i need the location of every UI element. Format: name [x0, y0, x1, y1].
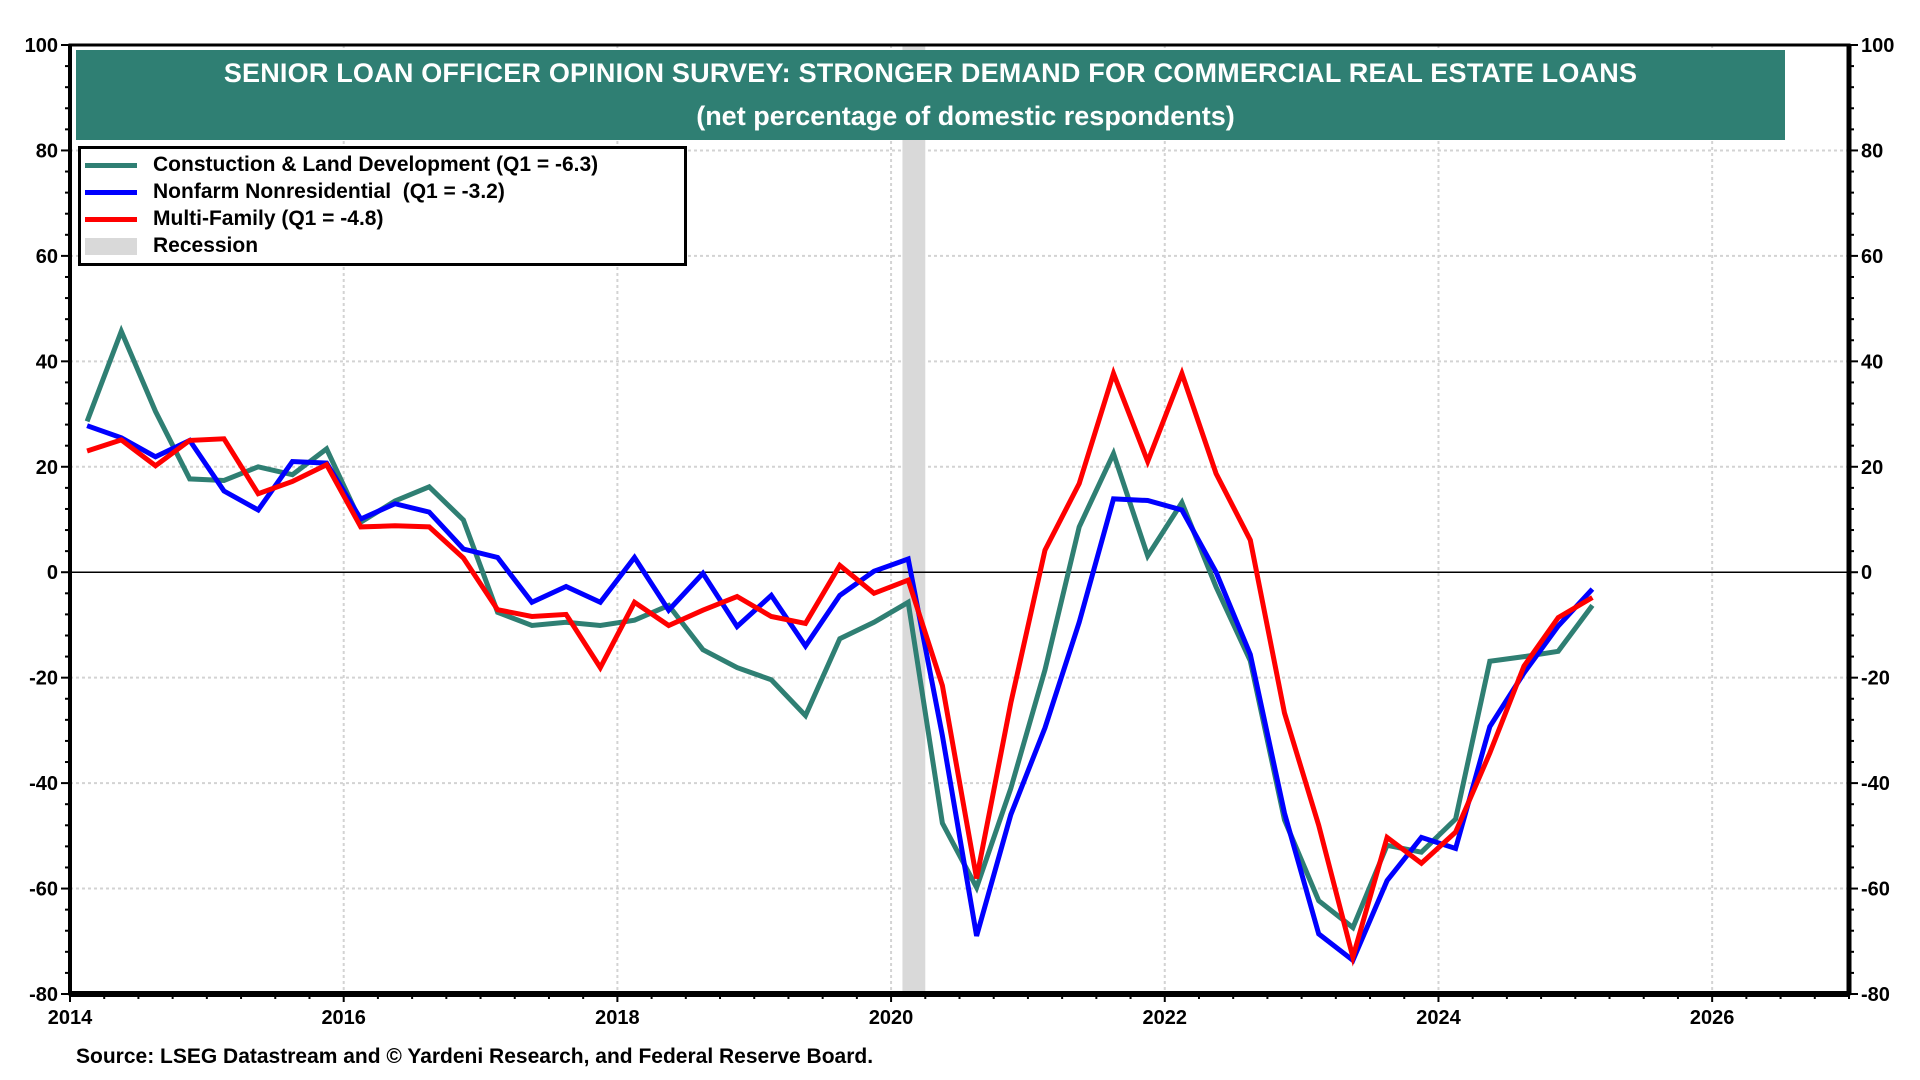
y-tick-label-left: -80: [29, 984, 58, 1006]
chart-subtitle: (net percentage of domestic respondents): [696, 101, 1235, 131]
legend-item-recession: Recession: [85, 233, 258, 259]
series-line-multifamily: [86, 365, 1594, 967]
legend-label: Constuction & Land Development (Q1 = -6.…: [153, 153, 599, 176]
recession-bands: [902, 45, 926, 994]
chart-title-banner: SENIOR LOAN OFFICER OPINION SURVEY: STRO…: [76, 50, 1785, 140]
legend-swatch-recession: [85, 237, 137, 255]
axis-ticks: [61, 44, 1858, 1002]
chart-title: SENIOR LOAN OFFICER OPINION SURVEY: STRO…: [223, 58, 1638, 88]
y-tick-label-left: 40: [36, 351, 58, 373]
y-tick-label-right: -60: [1861, 879, 1890, 901]
legend-item-multifamily: Multi-Family (Q1 = -4.8): [85, 206, 383, 232]
y-tick-label-left: 20: [36, 457, 58, 479]
y-tick-label-left: 0: [47, 562, 58, 584]
y-tick-label-right: 0: [1861, 562, 1872, 584]
x-tick-label: 2022: [1143, 1007, 1188, 1029]
y-tick-label-right: 20: [1861, 457, 1883, 479]
series-line-nonfarm: [86, 423, 1595, 965]
y-tick-label-left: 100: [25, 35, 58, 57]
series-line-construction: [84, 324, 1595, 932]
legend-swatch-construction: [85, 162, 137, 168]
legend-item-construction: Constuction & Land Development (Q1 = -6.…: [85, 152, 598, 178]
source-note: Source: LSEG Datastream and © Yardeni Re…: [76, 1045, 874, 1068]
y-tick-label-left: 60: [36, 246, 58, 268]
y-tick-label-right: 100: [1861, 35, 1894, 57]
y-tick-label-left: -60: [29, 879, 58, 901]
x-tick-label: 2016: [321, 1007, 366, 1029]
legend: Constuction & Land Development (Q1 = -6.…: [78, 146, 687, 266]
x-tick-label: 2014: [48, 1007, 93, 1029]
y-tick-label-right: 40: [1861, 351, 1883, 373]
y-tick-label-right: -40: [1861, 773, 1890, 795]
y-tick-label-right: 80: [1861, 140, 1883, 162]
x-tick-label: 2026: [1690, 1007, 1735, 1029]
legend-label: Recession: [153, 234, 259, 257]
legend-swatch-multifamily: [85, 216, 137, 222]
x-tick-label: 2018: [595, 1007, 640, 1029]
legend-item-nonfarm: Nonfarm Nonresidential (Q1 = -3.2): [85, 179, 505, 205]
legend-swatch-nonfarm: [85, 189, 137, 195]
x-tick-label: 2020: [869, 1007, 914, 1029]
series-lines: [84, 324, 1595, 967]
y-tick-label-left: -20: [29, 668, 58, 690]
y-tick-label-left: -40: [29, 773, 58, 795]
legend-label: Nonfarm Nonresidential (Q1 = -3.2): [153, 180, 505, 203]
legend-label: Multi-Family (Q1 = -4.8): [153, 207, 384, 230]
y-tick-label-right: -20: [1861, 668, 1890, 690]
y-tick-label-right: -80: [1861, 984, 1890, 1006]
y-tick-label-left: 80: [36, 140, 58, 162]
y-tick-label-right: 60: [1861, 246, 1883, 268]
x-tick-label: 2024: [1416, 1007, 1461, 1029]
recession-band: [902, 45, 926, 994]
